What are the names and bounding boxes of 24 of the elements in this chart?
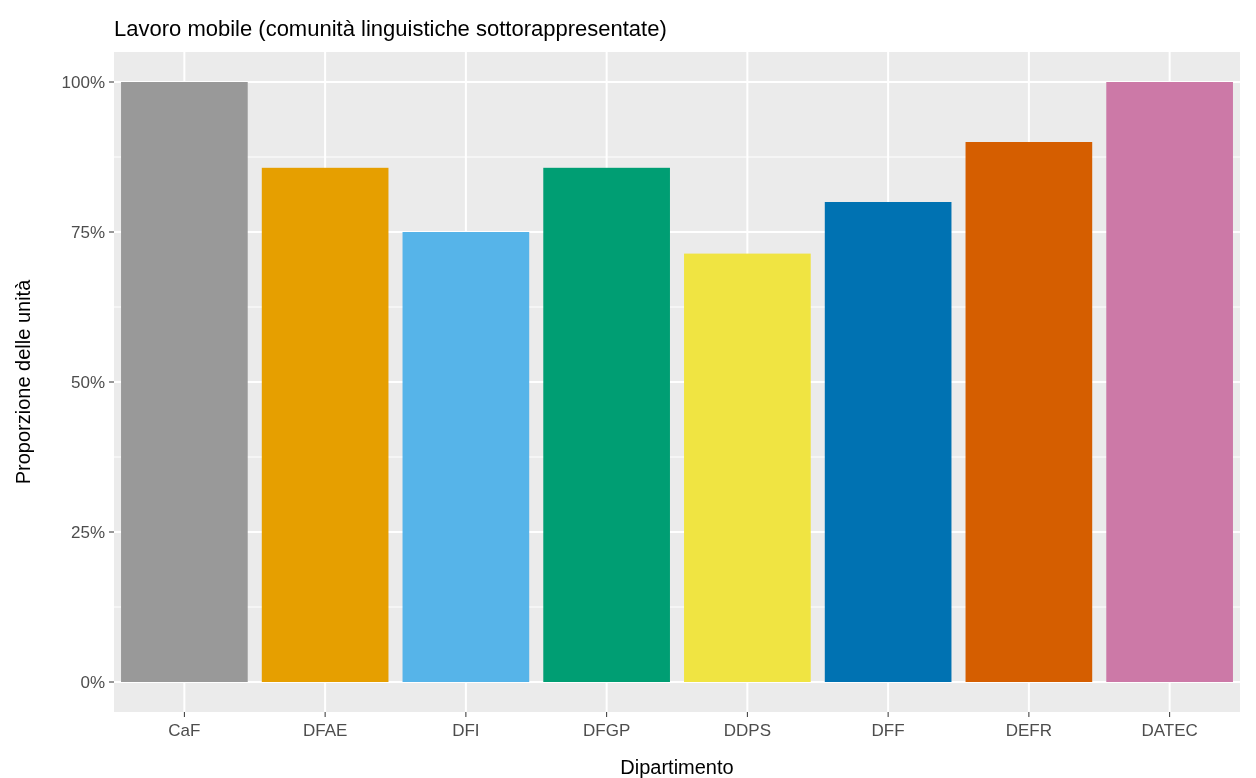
x-tick-label: DEFR	[1005, 721, 1053, 740]
bar	[543, 167, 670, 682]
y-tick-label: 100%	[61, 72, 105, 92]
bar	[402, 232, 530, 682]
x-tick-label: DFAE	[302, 721, 348, 740]
y-tick-label: 75%	[70, 222, 105, 242]
chart-title: Lavoro mobile (comunità linguistiche sottorappresentate)	[114, 16, 667, 41]
x-tick-label: DFF	[871, 721, 905, 740]
bar	[824, 202, 952, 682]
x-tick-label: DFGP	[583, 721, 631, 740]
y-axis-title: Proporzione delle unità	[12, 278, 34, 485]
x-tick-label: DATEC	[1141, 721, 1198, 740]
y-tick-label: 0%	[80, 672, 105, 692]
x-axis-title: Dipartimento	[620, 756, 734, 778]
x-tick-label: DDPS	[723, 721, 771, 740]
bar	[1106, 82, 1233, 682]
bar	[965, 142, 1093, 682]
y-tick-label: 25%	[70, 522, 105, 542]
y-tick-label: 50%	[70, 372, 105, 392]
bar	[684, 253, 811, 682]
x-tick-label: CaF	[168, 721, 201, 740]
bar	[121, 82, 248, 682]
x-tick-label: DFI	[452, 721, 480, 740]
bar	[261, 167, 389, 682]
